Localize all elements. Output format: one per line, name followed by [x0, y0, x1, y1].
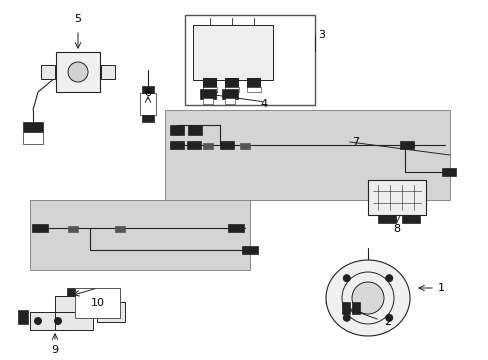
Text: 5: 5: [74, 14, 81, 24]
Bar: [399, 141, 413, 149]
Circle shape: [68, 62, 88, 82]
Text: 8: 8: [393, 224, 400, 234]
Bar: [97, 302, 125, 322]
Bar: [240, 143, 249, 149]
Bar: [224, 87, 239, 92]
Circle shape: [385, 314, 392, 322]
Bar: [224, 78, 239, 88]
Circle shape: [351, 282, 383, 314]
Bar: [32, 224, 48, 232]
Bar: [142, 115, 154, 122]
Bar: [227, 224, 244, 232]
Bar: [30, 312, 68, 330]
Circle shape: [342, 274, 350, 282]
Bar: [170, 125, 183, 135]
Polygon shape: [325, 260, 409, 336]
Bar: [164, 110, 449, 200]
Bar: [222, 89, 238, 99]
Bar: [55, 296, 93, 312]
Bar: [377, 215, 395, 223]
Text: 2: 2: [383, 317, 390, 327]
Bar: [242, 246, 258, 254]
Bar: [200, 89, 216, 99]
Bar: [184, 15, 314, 105]
Circle shape: [34, 317, 42, 325]
Bar: [115, 226, 125, 232]
Bar: [56, 52, 100, 92]
Bar: [67, 288, 77, 296]
Bar: [23, 132, 43, 144]
Bar: [203, 143, 213, 149]
Bar: [246, 78, 261, 88]
Bar: [224, 98, 235, 104]
Bar: [23, 122, 43, 132]
Text: 1: 1: [437, 283, 444, 293]
Bar: [367, 180, 425, 215]
Bar: [341, 302, 349, 314]
Bar: [142, 86, 154, 93]
Text: 7: 7: [351, 137, 358, 147]
Bar: [401, 215, 419, 223]
Bar: [220, 141, 234, 149]
Text: 6: 6: [144, 88, 151, 98]
Bar: [68, 226, 78, 232]
Bar: [203, 87, 217, 92]
Bar: [193, 25, 272, 80]
Bar: [30, 200, 249, 270]
Circle shape: [385, 274, 392, 282]
Bar: [75, 288, 120, 318]
Bar: [55, 312, 93, 330]
Text: 10: 10: [90, 298, 104, 308]
Circle shape: [54, 317, 62, 325]
Text: 3: 3: [317, 30, 325, 40]
Bar: [203, 98, 213, 104]
Bar: [187, 125, 202, 135]
Text: 9: 9: [51, 345, 59, 355]
Bar: [41, 65, 55, 79]
Bar: [246, 87, 261, 92]
Bar: [140, 93, 156, 115]
Bar: [186, 141, 201, 149]
Text: 4: 4: [260, 99, 267, 109]
Bar: [441, 168, 455, 176]
Bar: [170, 141, 183, 149]
Bar: [18, 310, 28, 324]
Bar: [101, 65, 115, 79]
Circle shape: [342, 314, 350, 322]
Bar: [203, 78, 217, 88]
Bar: [351, 302, 359, 314]
